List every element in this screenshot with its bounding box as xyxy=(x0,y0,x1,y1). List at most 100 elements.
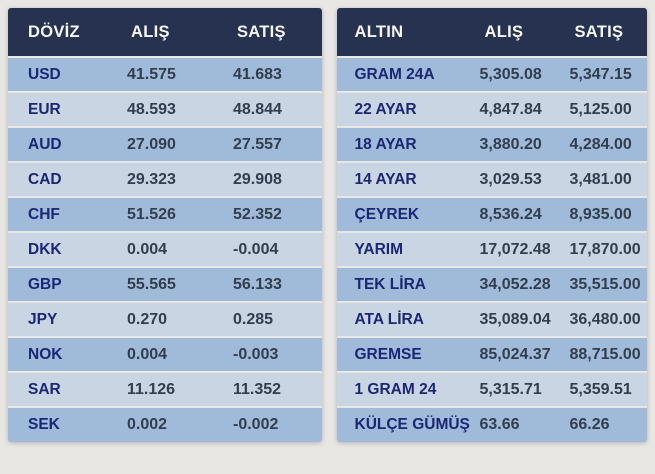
table-row: EUR 48.593 48.844 xyxy=(8,91,322,127)
buy-value: 27.090 xyxy=(119,126,225,162)
sell-value: 11.352 xyxy=(225,371,322,407)
sell-value: 8,935.00 xyxy=(561,196,647,232)
table-row: 18 AYAR 3,880.20 4,284.00 xyxy=(336,126,647,162)
table-row: AUD 27.090 27.557 xyxy=(8,126,322,162)
table-row: 22 AYAR 4,847.84 5,125.00 xyxy=(336,91,647,127)
row-label: CAD xyxy=(8,161,119,197)
row-label: GBP xyxy=(8,266,119,302)
column-header-gold: ALTIN xyxy=(336,8,472,57)
table-row: ÇEYREK 8,536.24 8,935.00 xyxy=(336,196,647,232)
table-row: SEK 0.002 -0.002 xyxy=(8,406,322,442)
row-label: USD xyxy=(8,56,119,92)
row-label: DKK xyxy=(8,231,119,267)
table-row: 1 GRAM 24 5,315.71 5,359.51 xyxy=(336,371,647,407)
buy-value: 0.004 xyxy=(119,336,225,372)
table-row: NOK 0.004 -0.003 xyxy=(8,336,322,372)
row-label: YARIM xyxy=(336,231,472,267)
row-label: 22 AYAR xyxy=(336,91,472,127)
buy-value: 0.004 xyxy=(119,231,225,267)
gold-rates-table-card: ALTIN ALIŞ SATIŞ GRAM 24A 5,305.08 5,347.1… xyxy=(336,8,647,442)
table-row: YARIM 17,072.48 17,870.00 xyxy=(336,231,647,267)
sell-value: 29.908 xyxy=(225,161,322,197)
row-label: 1 GRAM 24 xyxy=(336,371,472,407)
table-row: 14 AYAR 3,029.53 3,481.00 xyxy=(336,161,647,197)
currency-rates-table-card: DÖVİZ ALIŞ SATIŞ USD 41.575 41.683 EUR 48.59… xyxy=(8,8,322,442)
table-row: TEK LİRA 34,052.28 35,515.00 xyxy=(336,266,647,302)
sell-value: 36,480.00 xyxy=(561,301,647,337)
sell-value: -0.003 xyxy=(225,336,322,372)
column-header-buy: ALIŞ xyxy=(119,8,225,57)
column-header-currency: DÖVİZ xyxy=(8,8,119,57)
row-label: SAR xyxy=(8,371,119,407)
row-label: 14 AYAR xyxy=(336,161,472,197)
gold-table-body: GRAM 24A 5,305.08 5,347.15 22 AYAR 4,847.84 5… xyxy=(336,56,647,442)
row-label: GRAM 24A xyxy=(336,56,472,92)
row-label: JPY xyxy=(8,301,119,337)
buy-value: 34,052.28 xyxy=(471,266,562,302)
row-label: 18 AYAR xyxy=(336,126,472,162)
sell-value: 56.133 xyxy=(225,266,322,302)
row-label: CHF xyxy=(8,196,119,232)
currency-table-header: DÖVİZ ALIŞ SATIŞ xyxy=(8,8,322,57)
buy-value: 11.126 xyxy=(119,371,225,407)
row-label: GREMSE xyxy=(336,336,472,372)
rates-widget: DÖVİZ ALIŞ SATIŞ USD 41.575 41.683 EUR 48.59… xyxy=(8,8,647,442)
table-row: JPY 0.270 0.285 xyxy=(8,301,322,337)
table-row: CHF 51.526 52.352 xyxy=(8,196,322,232)
buy-value: 41.575 xyxy=(119,56,225,92)
sell-value: 3,481.00 xyxy=(561,161,647,197)
sell-value: 5,359.51 xyxy=(561,371,647,407)
gold-rates-table: ALTIN ALIŞ SATIŞ GRAM 24A 5,305.08 5,347.1… xyxy=(336,8,647,442)
currency-rates-table: DÖVİZ ALIŞ SATIŞ USD 41.575 41.683 EUR 48.59… xyxy=(8,8,322,442)
buy-value: 48.593 xyxy=(119,91,225,127)
row-label: EUR xyxy=(8,91,119,127)
row-label: TEK LİRA xyxy=(336,266,472,302)
header-row: ALTIN ALIŞ SATIŞ xyxy=(336,8,647,57)
sell-value: 35,515.00 xyxy=(561,266,647,302)
sell-value: 4,284.00 xyxy=(561,126,647,162)
sell-value: 52.352 xyxy=(225,196,322,232)
table-row: GRAM 24A 5,305.08 5,347.15 xyxy=(336,56,647,92)
buy-value: 5,315.71 xyxy=(471,371,562,407)
column-header-buy: ALIŞ xyxy=(471,8,562,57)
sell-value: 41.683 xyxy=(225,56,322,92)
buy-value: 3,029.53 xyxy=(471,161,562,197)
buy-value: 51.526 xyxy=(119,196,225,232)
buy-value: 63.66 xyxy=(471,406,562,442)
buy-value: 8,536.24 xyxy=(471,196,562,232)
buy-value: 35,089.04 xyxy=(471,301,562,337)
sell-value: 27.557 xyxy=(225,126,322,162)
table-row: SAR 11.126 11.352 xyxy=(8,371,322,407)
row-label: NOK xyxy=(8,336,119,372)
buy-value: 17,072.48 xyxy=(471,231,562,267)
column-header-sell: SATIŞ xyxy=(561,8,647,57)
table-row: CAD 29.323 29.908 xyxy=(8,161,322,197)
sell-value: 88,715.00 xyxy=(561,336,647,372)
buy-value: 0.002 xyxy=(119,406,225,442)
currency-table-body: USD 41.575 41.683 EUR 48.593 48.844 AUD 27.090 2… xyxy=(8,56,322,442)
sell-value: -0.004 xyxy=(225,231,322,267)
table-row: GBP 55.565 56.133 xyxy=(8,266,322,302)
sell-value: 5,347.15 xyxy=(561,56,647,92)
row-label: SEK xyxy=(8,406,119,442)
buy-value: 5,305.08 xyxy=(471,56,562,92)
sell-value: 17,870.00 xyxy=(561,231,647,267)
header-row: DÖVİZ ALIŞ SATIŞ xyxy=(8,8,322,57)
sell-value: 48.844 xyxy=(225,91,322,127)
row-label: ATA LİRA xyxy=(336,301,472,337)
table-row: ATA LİRA 35,089.04 36,480.00 xyxy=(336,301,647,337)
row-label: ÇEYREK xyxy=(336,196,472,232)
sell-value: -0.002 xyxy=(225,406,322,442)
table-row: USD 41.575 41.683 xyxy=(8,56,322,92)
table-row: GREMSE 85,024.37 88,715.00 xyxy=(336,336,647,372)
gold-table-header: ALTIN ALIŞ SATIŞ xyxy=(336,8,647,57)
buy-value: 29.323 xyxy=(119,161,225,197)
row-label: KÜLÇE GÜMÜŞ xyxy=(336,406,472,442)
row-label: AUD xyxy=(8,126,119,162)
buy-value: 3,880.20 xyxy=(471,126,562,162)
column-header-sell: SATIŞ xyxy=(225,8,322,57)
table-row: KÜLÇE GÜMÜŞ 63.66 66.26 xyxy=(336,406,647,442)
buy-value: 85,024.37 xyxy=(471,336,562,372)
buy-value: 0.270 xyxy=(119,301,225,337)
buy-value: 4,847.84 xyxy=(471,91,562,127)
